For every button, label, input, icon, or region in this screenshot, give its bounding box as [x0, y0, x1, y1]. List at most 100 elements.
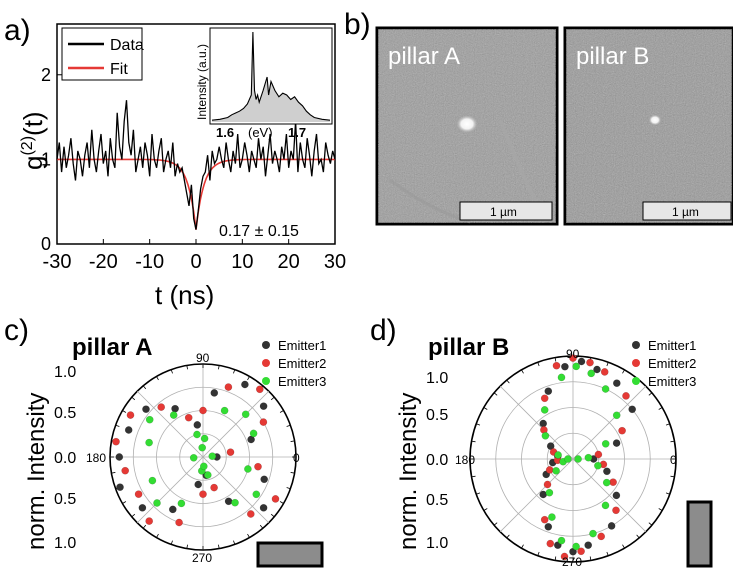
polar-tick — [537, 362, 540, 367]
polar-point-emitter2 — [540, 394, 549, 403]
polar-point-emitter3 — [199, 462, 208, 471]
polar-point-emitter1 — [194, 480, 203, 489]
polar-point-emitter3 — [601, 501, 610, 510]
polar-tick — [156, 533, 159, 538]
polar-tick — [471, 440, 476, 443]
g2-annotation: 0.17 ± 0.15 — [219, 223, 299, 240]
polar-d-legend-dot-1 — [632, 341, 640, 349]
polar-d-legend-dot-2 — [632, 359, 640, 367]
polar-point-emitter3 — [557, 536, 566, 545]
polar-point-emitter3 — [169, 411, 178, 419]
legend-frame — [61, 27, 143, 81]
polar-point-emitter2 — [600, 368, 609, 376]
polar-tick — [131, 396, 136, 401]
legend-label-data: Data — [110, 37, 144, 54]
polar-tick — [170, 369, 173, 374]
polar-point-emitter1 — [539, 419, 548, 428]
polar-point-emitter2 — [622, 392, 630, 400]
polar-c-rtick-2: 0.0 — [54, 450, 76, 467]
polar-d-legend-3: Emitter3 — [648, 374, 696, 389]
polar-point-emitter3 — [231, 498, 239, 507]
polar-point-emitter1 — [116, 483, 124, 492]
polar-point-emitter1 — [607, 522, 616, 530]
polar-point-emitter3 — [552, 466, 560, 475]
polar-point-emitter3 — [198, 443, 207, 452]
polar-point-emitter2 — [255, 385, 264, 394]
x-tick-label: -20 — [89, 251, 118, 273]
polar-tick — [665, 492, 670, 495]
sem-b-noise — [566, 29, 732, 223]
x-tick-label: 10 — [231, 251, 253, 273]
spectrum-inset: Intensity (a.u.) 1.6 (eV) 1.7 — [195, 27, 333, 140]
inset-tick-1: 1.6 — [216, 125, 234, 140]
inset-tick-2: 1.7 — [288, 125, 306, 140]
polar-point-emitter3 — [200, 434, 209, 443]
polar-tick — [279, 410, 284, 413]
y-axis-label-g: g — [18, 156, 48, 170]
polar-point-emitter3 — [564, 455, 572, 463]
polar-tick — [290, 472, 295, 474]
polar-tick — [142, 524, 147, 529]
polar-d-legend-2: Emitter2 — [648, 356, 696, 371]
polar-d-rtick-4: 1.0 — [426, 535, 448, 552]
polar-point-emitter3 — [589, 529, 597, 538]
polar-c-legend-dot-2 — [262, 359, 270, 367]
polar-point-emitter3 — [541, 431, 550, 440]
polar-c-angle-0: 0 — [293, 451, 300, 465]
polar-point-emitter1 — [561, 362, 569, 371]
polar-tick — [259, 524, 264, 529]
x-tick-label: -10 — [135, 251, 164, 273]
polar-point-emitter2 — [246, 510, 255, 518]
polar-d-angle-90: 90 — [566, 347, 580, 361]
polar-point-emitter2 — [597, 532, 606, 541]
polar-tick — [554, 556, 557, 561]
polar-point-emitter3 — [249, 429, 258, 438]
polar-point-emitter1 — [544, 522, 553, 531]
polar-point-emitter1 — [544, 387, 553, 396]
polar-d-rtick-2: 0.0 — [426, 452, 448, 469]
sem-image-a: pillar A 1 µm — [375, 26, 559, 226]
polar-point-emitter3 — [203, 471, 212, 479]
polar-point-emitter1 — [224, 497, 233, 506]
polar-c-rticks: 1.0 0.5 0.0 0.5 1.0 — [54, 364, 76, 552]
polar-tick — [218, 544, 220, 549]
polar-point-emitter2 — [546, 539, 555, 548]
polar-point-emitter1 — [124, 426, 133, 434]
polar-tick — [606, 551, 609, 556]
y-tick-label: 2 — [41, 65, 51, 85]
polar-point-emitter1 — [612, 491, 621, 500]
polar-tick — [622, 369, 625, 374]
polar-point-emitter3 — [145, 415, 154, 424]
polar-point-emitter1 — [193, 421, 202, 429]
polar-c-polarizer-marker — [256, 541, 324, 568]
polar-d-legend-1: Emitter1 — [648, 338, 696, 353]
polar-point-emitter3 — [594, 461, 602, 470]
polar-point-emitter3 — [244, 465, 252, 473]
polar-tick — [247, 533, 250, 538]
polar-point-emitter1 — [138, 503, 147, 512]
polar-tick — [506, 534, 510, 539]
polar-point-emitter3 — [602, 478, 611, 487]
polar-point-emitter2 — [145, 517, 154, 525]
polar-point-emitter3 — [241, 410, 250, 419]
polar-point-emitter3 — [554, 451, 562, 459]
y-axis-label-sup: (2) — [19, 136, 36, 156]
polar-tick — [483, 508, 488, 511]
spectrum-area — [212, 32, 330, 122]
polar-tick — [648, 392, 653, 396]
polar-point-emitter1 — [546, 442, 555, 450]
polar-point-emitter2 — [199, 490, 207, 499]
polar-plot-pillar-b: pillar B norm. Intensity 1.0 0.5 0.0 0.5… — [395, 334, 713, 568]
polar-c-legend-3: Emitter3 — [278, 374, 326, 389]
polar-tick — [521, 369, 524, 374]
polar-c-rtick-4: 1.0 — [54, 535, 76, 552]
polar-point-emitter2 — [540, 515, 549, 524]
sem-a-scalebar — [459, 201, 553, 221]
fit-line — [57, 158, 335, 230]
polar-tick — [648, 522, 653, 526]
polar-point-emitter2 — [560, 552, 569, 561]
sem-a-label: pillar A — [388, 43, 460, 70]
polar-d-legend-dot-3 — [632, 377, 640, 385]
polar-tick — [122, 501, 127, 504]
polar-tick — [589, 556, 592, 561]
